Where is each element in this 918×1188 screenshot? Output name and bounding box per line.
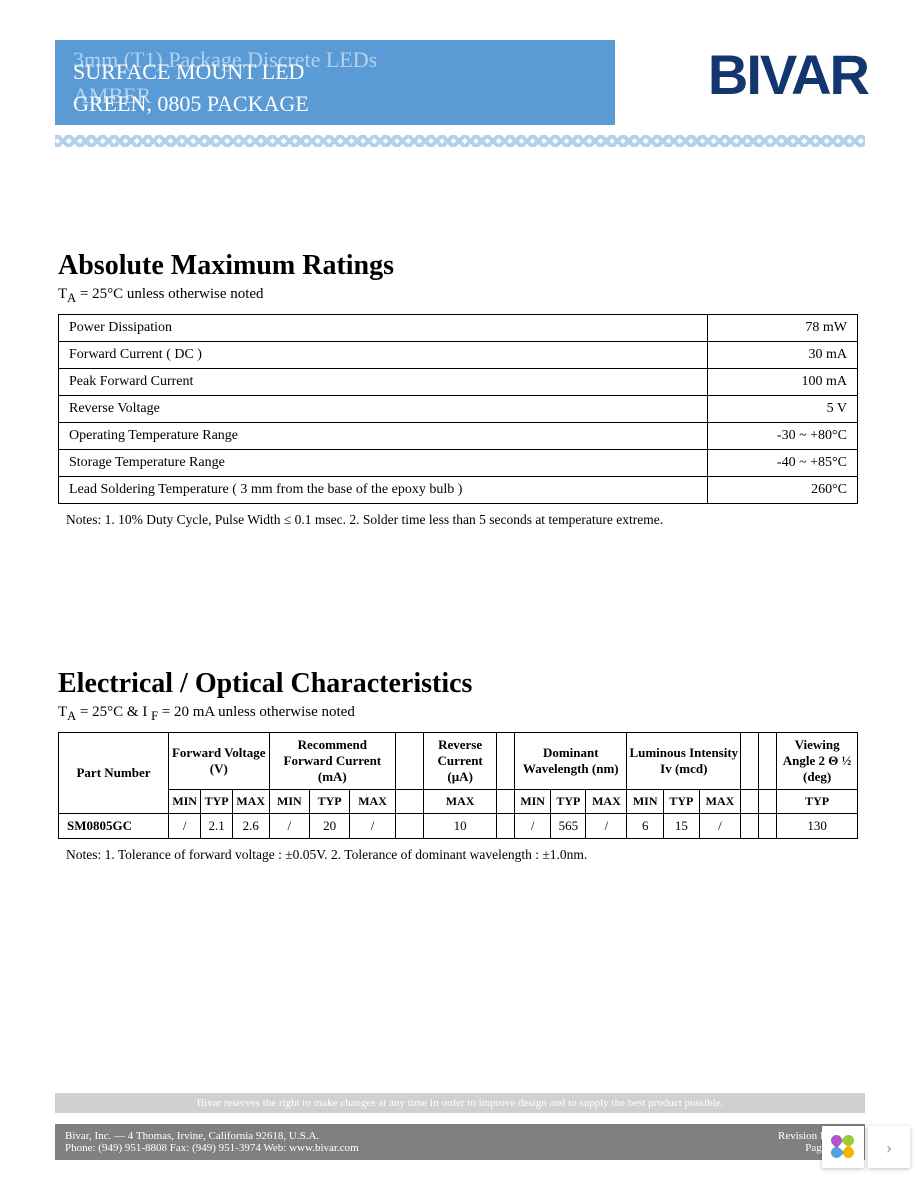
- table-subheader-row: MIN TYP MAX MIN TYP MAX MAX MIN TYP MAX …: [59, 790, 858, 814]
- table-row: SM0805GC / 2.1 2.6 / 20 / 10 / 565 / 6 1…: [59, 814, 858, 839]
- divider-zigzag: [55, 135, 865, 147]
- amr-section: Absolute Maximum Ratings TA = 25°C unles…: [58, 250, 858, 528]
- content-area: Absolute Maximum Ratings TA = 25°C unles…: [58, 250, 858, 863]
- eoc-table: Part Number Forward Voltage (V) Recommen…: [58, 732, 858, 839]
- table-header-row: Part Number Forward Voltage (V) Recommen…: [59, 733, 858, 790]
- bivar-logo: BIVAR: [708, 42, 868, 107]
- table-row: Peak Forward Current100 mA: [59, 369, 858, 396]
- table-row: Forward Current ( DC )30 mA: [59, 342, 858, 369]
- eoc-title: Electrical / Optical Characteristics: [58, 668, 858, 700]
- eoc-section: Electrical / Optical Characteristics TA …: [58, 668, 858, 863]
- table-row: Power Dissipation78 mW: [59, 315, 858, 342]
- table-row: Storage Temperature Range-40 ~ +85°C: [59, 450, 858, 477]
- footer-address: Bivar, Inc. — 4 Thomas, Irvine, Californ…: [65, 1130, 359, 1154]
- table-row: Operating Temperature Range-30 ~ +80°C: [59, 423, 858, 450]
- title-line-1: SURFACE MOUNT LED: [73, 58, 304, 87]
- next-page-button[interactable]: ›: [868, 1126, 910, 1168]
- title-line-2: GREEN, 0805 PACKAGE: [73, 90, 309, 119]
- petal-icon[interactable]: [822, 1126, 864, 1168]
- title-band: 3mm (T1) Package Discrete LEDs AMBER SUR…: [55, 40, 615, 125]
- amr-notes: Notes: 1. 10% Duty Cycle, Pulse Width ≤ …: [58, 512, 858, 528]
- amr-title: Absolute Maximum Ratings: [58, 250, 858, 282]
- eoc-condition: TA = 25°C & I F = 20 mA unless otherwise…: [58, 704, 858, 724]
- table-row: Reverse Voltage5 V: [59, 396, 858, 423]
- table-row: Lead Soldering Temperature ( 3 mm from t…: [59, 477, 858, 504]
- footer-info: Bivar, Inc. — 4 Thomas, Irvine, Californ…: [55, 1124, 865, 1160]
- footer-disclaimer: Bivar reserves the right to make changes…: [55, 1093, 865, 1113]
- amr-table: Power Dissipation78 mW Forward Current (…: [58, 314, 858, 504]
- amr-condition: TA = 25°C unless otherwise noted: [58, 286, 858, 306]
- eoc-notes: Notes: 1. Tolerance of forward voltage :…: [58, 847, 858, 863]
- corner-widget[interactable]: ›: [822, 1126, 910, 1168]
